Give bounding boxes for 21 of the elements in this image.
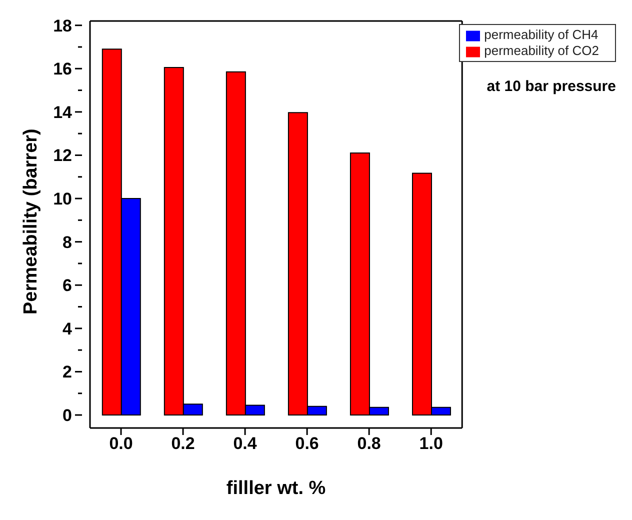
text: at 10 bar pressure <box>486 78 616 95</box>
y-tick-label: 12 <box>53 146 72 166</box>
y-tick-label: 10 <box>53 190 72 209</box>
y-tick-label: 0 <box>62 406 72 426</box>
y-tick-label: 18 <box>53 16 72 36</box>
legend-label: permeability of CH4 <box>484 27 598 42</box>
y-tick-label: 2 <box>62 362 72 382</box>
x-tick-label: 0.6 <box>295 434 319 454</box>
x-tick-label: 1.0 <box>419 434 443 454</box>
y-tick-label: 4 <box>62 319 73 338</box>
y-tick-label: 16 <box>53 60 72 79</box>
x-tick-label: 0.8 <box>357 434 381 454</box>
y-tick-label: 6 <box>62 276 72 296</box>
y-tick-label: 8 <box>62 232 72 252</box>
y-tick-label: 14 <box>53 102 73 122</box>
x-tick-label: 0.4 <box>233 434 258 454</box>
x-axis-title: filller wt. % <box>226 478 326 499</box>
y-axis-title: Permeability (barrer) <box>20 128 42 314</box>
x-tick-label: 0.0 <box>109 434 133 454</box>
legend-label: permeability of CO2 <box>484 43 599 58</box>
x-tick-label: 0.2 <box>171 434 195 454</box>
